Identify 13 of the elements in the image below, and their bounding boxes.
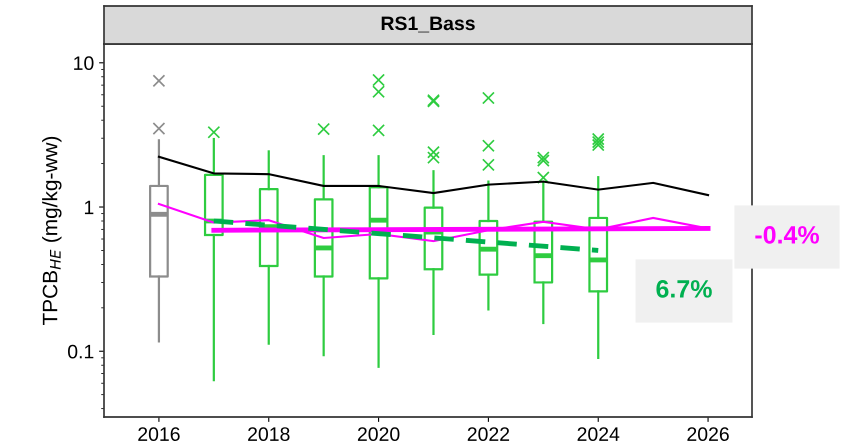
- text: -0.4%: [755, 226, 819, 244]
- y-tick-label: 1: [84, 200, 94, 214]
- chart-title: RS1_Bass: [382, 16, 475, 32]
- x-tick-label: 2020: [358, 427, 400, 442]
- annotation: 6.7%: [656, 280, 712, 298]
- x-tick-label: 2026: [687, 427, 729, 442]
- y-tick-label: 0.1: [68, 344, 94, 358]
- x-tick-label: 2018: [248, 427, 290, 442]
- x-tick-label: 2022: [468, 427, 510, 442]
- x-tick-label: 2016: [138, 427, 180, 442]
- x-tick-label: 2024: [578, 427, 620, 442]
- y-axis-title: TPCB$_{HE}$ (mg/kg-ww): [42, 136, 62, 326]
- y-tick-label: 10: [74, 56, 94, 70]
